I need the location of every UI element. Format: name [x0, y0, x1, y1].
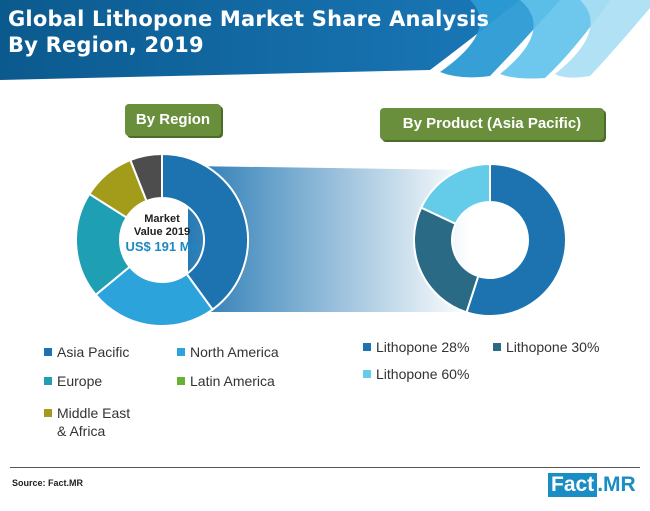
- legend-item-asia-pacific: Asia Pacific: [44, 343, 129, 361]
- swatch-latin-america: [177, 377, 185, 385]
- swatch-europe: [44, 377, 52, 385]
- market-value-label: Market Value 2019 US$ 191 Mn: [117, 213, 207, 253]
- legend-label: Asia Pacific: [57, 344, 130, 360]
- legend-label: Lithopone 60%: [376, 366, 470, 382]
- logo-fact: Fact: [548, 473, 598, 497]
- product-slice-lithopone-28: [465, 162, 567, 317]
- header-banner: [0, 0, 650, 80]
- product-slice-lithopone-60: [419, 162, 491, 226]
- swatch-lithopone-30: [493, 343, 501, 351]
- title-line-2: By Region, 2019: [8, 33, 204, 57]
- center-value: US$ 191 Mn: [125, 239, 199, 254]
- legend-label: Latin America: [190, 373, 275, 389]
- region-donut: [75, 152, 249, 327]
- center-line-2: Value 2019: [133, 226, 191, 238]
- connector-band: [188, 166, 470, 312]
- title-line-1: Global Lithopone Market Share Analysis: [8, 7, 490, 31]
- legend-item-lithopone-28: Lithopone 28%: [363, 338, 469, 356]
- legend-item-north-america: North America: [177, 343, 279, 361]
- factmr-logo: Fact .MR: [548, 473, 636, 497]
- legend-item-lithopone-60: Lithopone 60%: [363, 365, 469, 383]
- page-title: Global Lithopone Market Share Analysis B…: [8, 6, 489, 58]
- by-product-label: By Product (Asia Pacific): [380, 108, 604, 140]
- region-slice-north-america: [94, 265, 214, 327]
- swatch-asia-pacific: [44, 348, 52, 356]
- legend-label-line-2: & Africa: [57, 423, 106, 439]
- legend-label: Europe: [57, 373, 103, 389]
- legend-label: North America: [190, 344, 279, 360]
- source-text: Source: Fact.MR: [12, 478, 84, 488]
- region-slice-other: [129, 152, 163, 203]
- product-slice-lithopone-30: [413, 206, 480, 314]
- swatch-north-america: [177, 348, 185, 356]
- region-slice-asia-pacific: [161, 152, 249, 311]
- swatch-middle-east-africa: [44, 409, 52, 417]
- center-line-1: Market: [144, 213, 180, 225]
- product-donut: [413, 162, 567, 317]
- legend-item-latin-america: Latin America: [177, 372, 275, 390]
- legend-item-middle-east-africa: Middle East & Africa: [44, 404, 130, 440]
- legend-item-europe: Europe: [44, 372, 102, 390]
- logo-mr: .MR: [597, 473, 636, 496]
- by-region-label: By Region: [125, 104, 221, 136]
- footer-divider: [10, 467, 640, 468]
- swatch-lithopone-28: [363, 343, 371, 351]
- legend-label: Middle East: [57, 405, 131, 421]
- legend-label: Lithopone 30%: [506, 339, 600, 355]
- legend-label: Lithopone 28%: [376, 339, 470, 355]
- legend-item-lithopone-30: Lithopone 30%: [493, 338, 599, 356]
- swatch-lithopone-60: [363, 370, 371, 378]
